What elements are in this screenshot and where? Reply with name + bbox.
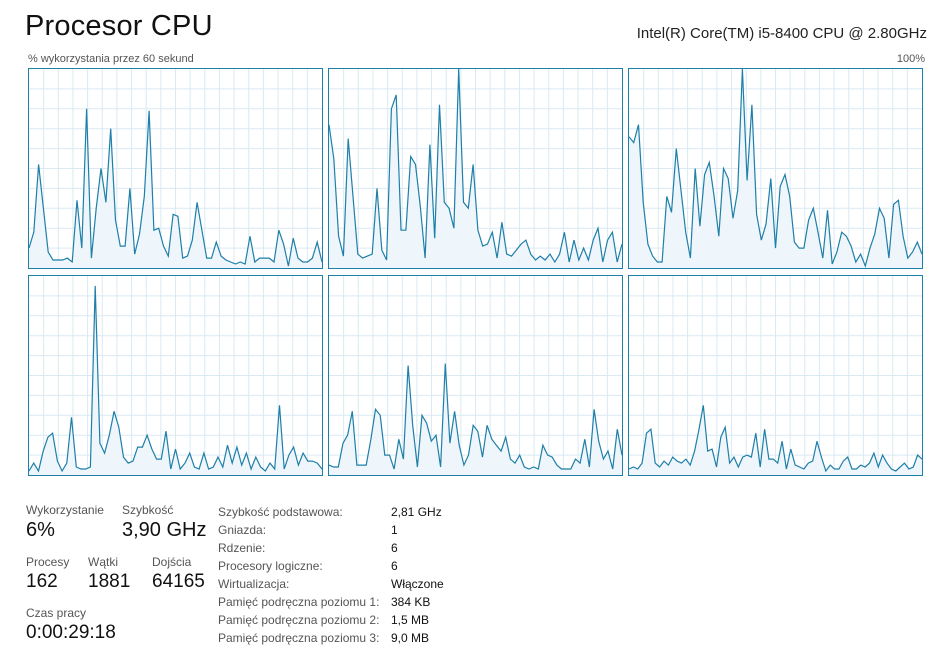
property-row: Gniazda: 1: [218, 521, 444, 539]
property-value: 9,0 MB: [391, 631, 430, 645]
utilization-area: [629, 69, 922, 268]
property-row: Wirtualizacja: Włączone: [218, 575, 444, 593]
core-graph-3: [28, 275, 323, 476]
utilization-line: [329, 69, 622, 264]
property-value: 6: [391, 559, 398, 573]
usage-stat: Wykorzystanie 6%: [26, 503, 104, 542]
graph-caption: % wykorzystania przez 60 sekund: [28, 53, 194, 65]
property-value: 384 KB: [391, 595, 431, 609]
property-value: 2,81 GHz: [391, 505, 442, 519]
core-graph-svg: [329, 276, 622, 475]
usage-value: 6%: [26, 519, 55, 541]
handles-stat: Dojścia 64165: [152, 555, 205, 593]
core-graph-2: [628, 68, 923, 269]
core-graph-svg: [629, 276, 922, 475]
property-key: Wirtualizacja:: [218, 577, 290, 591]
core-graph-5: [628, 275, 923, 476]
property-key: Procesory logiczne:: [218, 559, 323, 573]
uptime-stat: Czas pracy 0:00:29:18: [26, 606, 116, 644]
property-value: 1,5 MB: [391, 613, 430, 627]
uptime-value: 0:00:29:18: [26, 622, 116, 643]
property-row: Pamięć podręczna poziomu 1: 384 KB: [218, 593, 444, 611]
property-row: Procesory logiczne: 6: [218, 557, 444, 575]
property-key: Rdzenie:: [218, 541, 266, 555]
property-key: Szybkość podstawowa:: [218, 505, 343, 519]
utilization-line: [629, 69, 922, 268]
utilization-area: [29, 108, 322, 268]
core-graph-4: [328, 275, 623, 476]
utilization-area: [329, 363, 622, 475]
core-graph-svg: [29, 69, 322, 268]
property-key: Pamięć podręczna poziomu 3:: [218, 631, 380, 645]
core-graph-svg: [329, 69, 622, 268]
uptime-label: Czas pracy: [26, 606, 87, 620]
property-key: Pamięć podręczna poziomu 2:: [218, 613, 380, 627]
property-row: Pamięć podręczna poziomu 2: 1,5 MB: [218, 611, 444, 629]
property-value: Włączone: [391, 577, 444, 591]
property-row: Pamięć podręczna poziomu 3: 9,0 MB: [218, 629, 444, 647]
graph-max-label: 100%: [896, 53, 925, 65]
cpu-properties: Szybkość podstawowa: 2,81 GHz Gniazda: 1…: [218, 503, 444, 647]
property-row: Szybkość podstawowa: 2,81 GHz: [218, 503, 444, 521]
cpu-model-label: Intel(R) Core(TM) i5-8400 CPU @ 2.80GHz: [636, 25, 927, 42]
handles-value: 64165: [152, 571, 205, 592]
utilization-line: [329, 363, 622, 470]
utilization-line: [29, 108, 322, 267]
utilization-area: [629, 405, 922, 475]
processes-value: 162: [26, 571, 58, 592]
property-value: 6: [391, 541, 398, 555]
threads-value: 1881: [88, 571, 131, 592]
handles-label: Dojścia: [152, 555, 192, 569]
processes-stat: Procesy 162: [26, 555, 69, 593]
core-graph-svg: [29, 276, 322, 475]
speed-label: Szybkość: [122, 503, 174, 517]
threads-stat: Wątki 1881: [88, 555, 130, 593]
page-title: Procesor CPU: [25, 10, 213, 42]
utilization-line: [29, 285, 322, 473]
speed-stat: Szybkość 3,90 GHz: [122, 503, 206, 542]
utilization-area: [29, 285, 322, 475]
property-row: Rdzenie: 6: [218, 539, 444, 557]
core-graph-0: [28, 68, 323, 269]
core-graph-1: [328, 68, 623, 269]
utilization-area: [329, 69, 622, 268]
speed-value: 3,90 GHz: [122, 519, 207, 541]
usage-label: Wykorzystanie: [26, 503, 104, 517]
processes-label: Procesy: [26, 555, 70, 569]
threads-label: Wątki: [88, 555, 118, 569]
property-value: 1: [391, 523, 398, 537]
property-key: Pamięć podręczna poziomu 1:: [218, 595, 380, 609]
cpu-graphs-grid: [28, 68, 925, 479]
utilization-line: [629, 405, 922, 473]
core-graph-svg: [629, 69, 922, 268]
property-key: Gniazda:: [218, 523, 267, 537]
